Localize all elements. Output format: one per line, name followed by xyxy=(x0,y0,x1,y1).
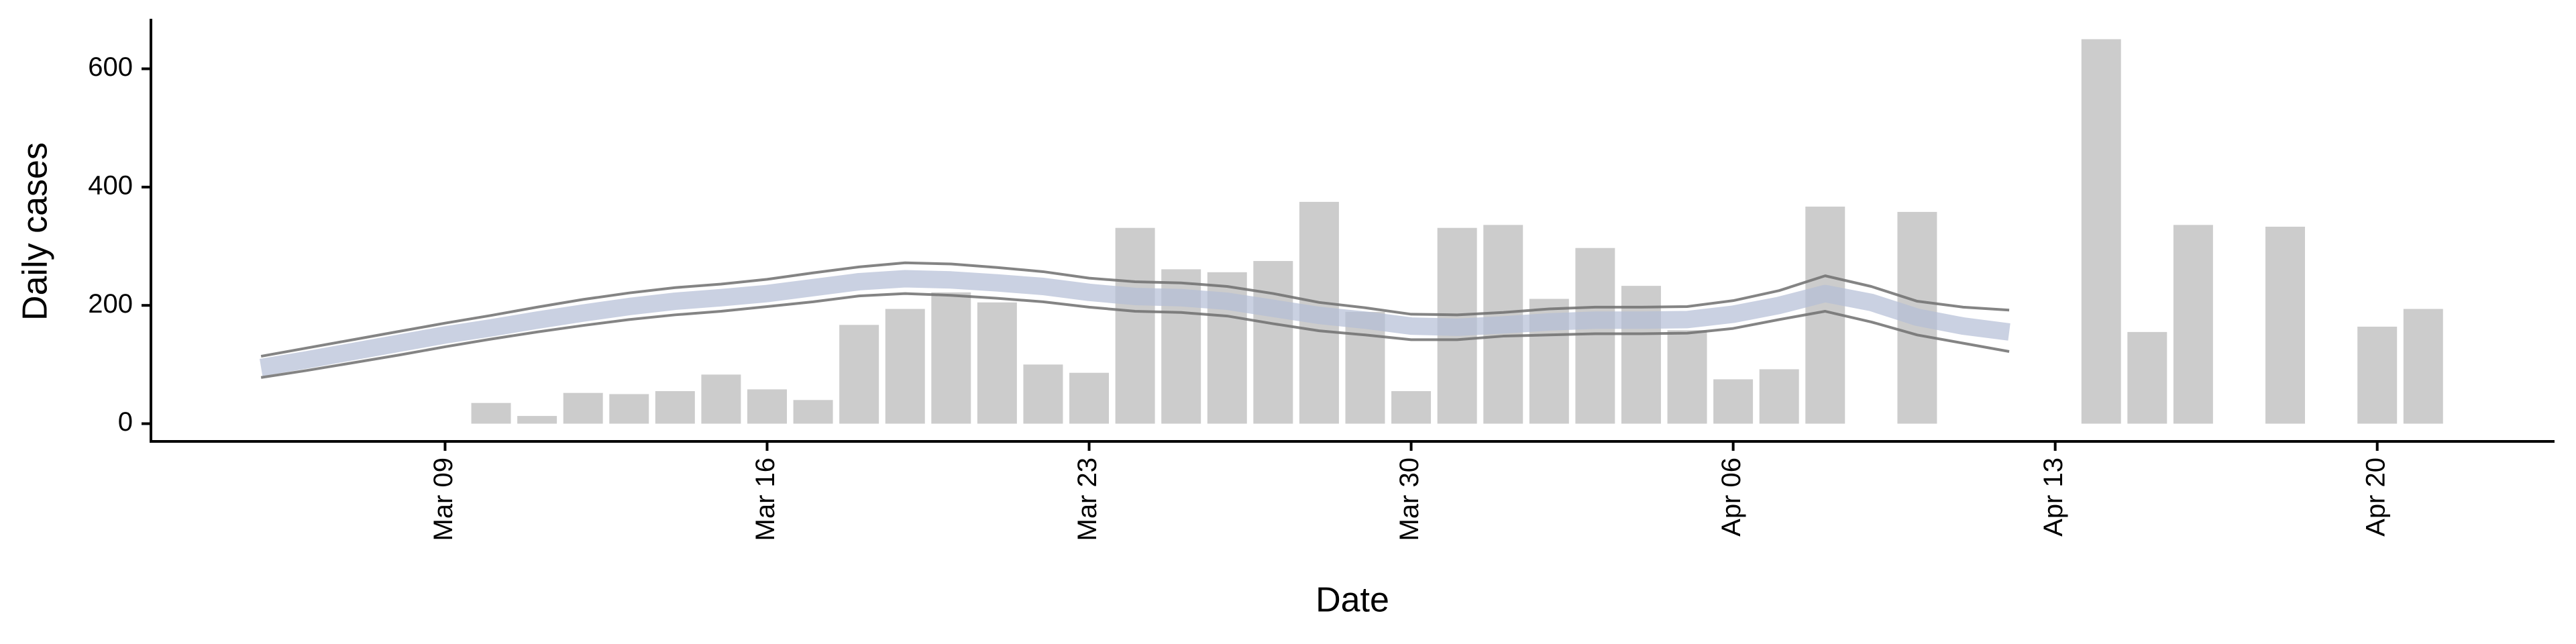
bar xyxy=(1391,391,1432,424)
bar xyxy=(977,302,1017,424)
x-tick-label: Mar 09 xyxy=(429,458,458,541)
bar xyxy=(2403,309,2443,424)
bar xyxy=(2357,326,2398,424)
bar xyxy=(2081,39,2121,424)
bound-line xyxy=(260,292,2010,379)
bar xyxy=(701,374,741,424)
bar xyxy=(793,400,833,424)
bar xyxy=(1115,227,1155,424)
bar xyxy=(1069,372,1110,424)
bar xyxy=(1575,248,1615,424)
x-tick-label: Mar 16 xyxy=(751,458,780,541)
bound-line xyxy=(260,261,2010,358)
bar xyxy=(1759,369,1799,424)
bar xyxy=(655,391,695,424)
x-tick-label: Apr 13 xyxy=(2039,458,2068,537)
y-tick-label: 200 xyxy=(88,289,133,319)
x-tick-label: Mar 23 xyxy=(1073,458,1102,541)
bar xyxy=(563,392,603,424)
bar xyxy=(839,325,879,424)
y-tick-label: 0 xyxy=(118,407,133,437)
y-tick-label: 400 xyxy=(88,170,133,200)
bar xyxy=(1713,379,1754,424)
bar xyxy=(1667,330,1707,424)
x-tick-label: Mar 30 xyxy=(1395,458,1424,541)
x-tick-label: Apr 20 xyxy=(2361,458,2390,537)
bar xyxy=(1023,364,1063,424)
bar xyxy=(1253,261,1293,424)
y-tick-label: 600 xyxy=(88,52,133,82)
bar xyxy=(2173,225,2213,424)
bar xyxy=(931,292,971,424)
bar xyxy=(1621,286,1661,424)
bar xyxy=(471,402,511,424)
x-axis-title: Date xyxy=(1316,581,1389,620)
median-band xyxy=(260,270,2010,376)
bar xyxy=(885,309,925,424)
bar xyxy=(2265,226,2306,424)
x-tick-label: Apr 06 xyxy=(1717,458,1746,537)
bar xyxy=(747,389,787,424)
bar xyxy=(609,394,649,424)
bar xyxy=(517,416,557,424)
bar xyxy=(2127,331,2167,424)
y-axis-title: Daily cases xyxy=(16,142,55,321)
